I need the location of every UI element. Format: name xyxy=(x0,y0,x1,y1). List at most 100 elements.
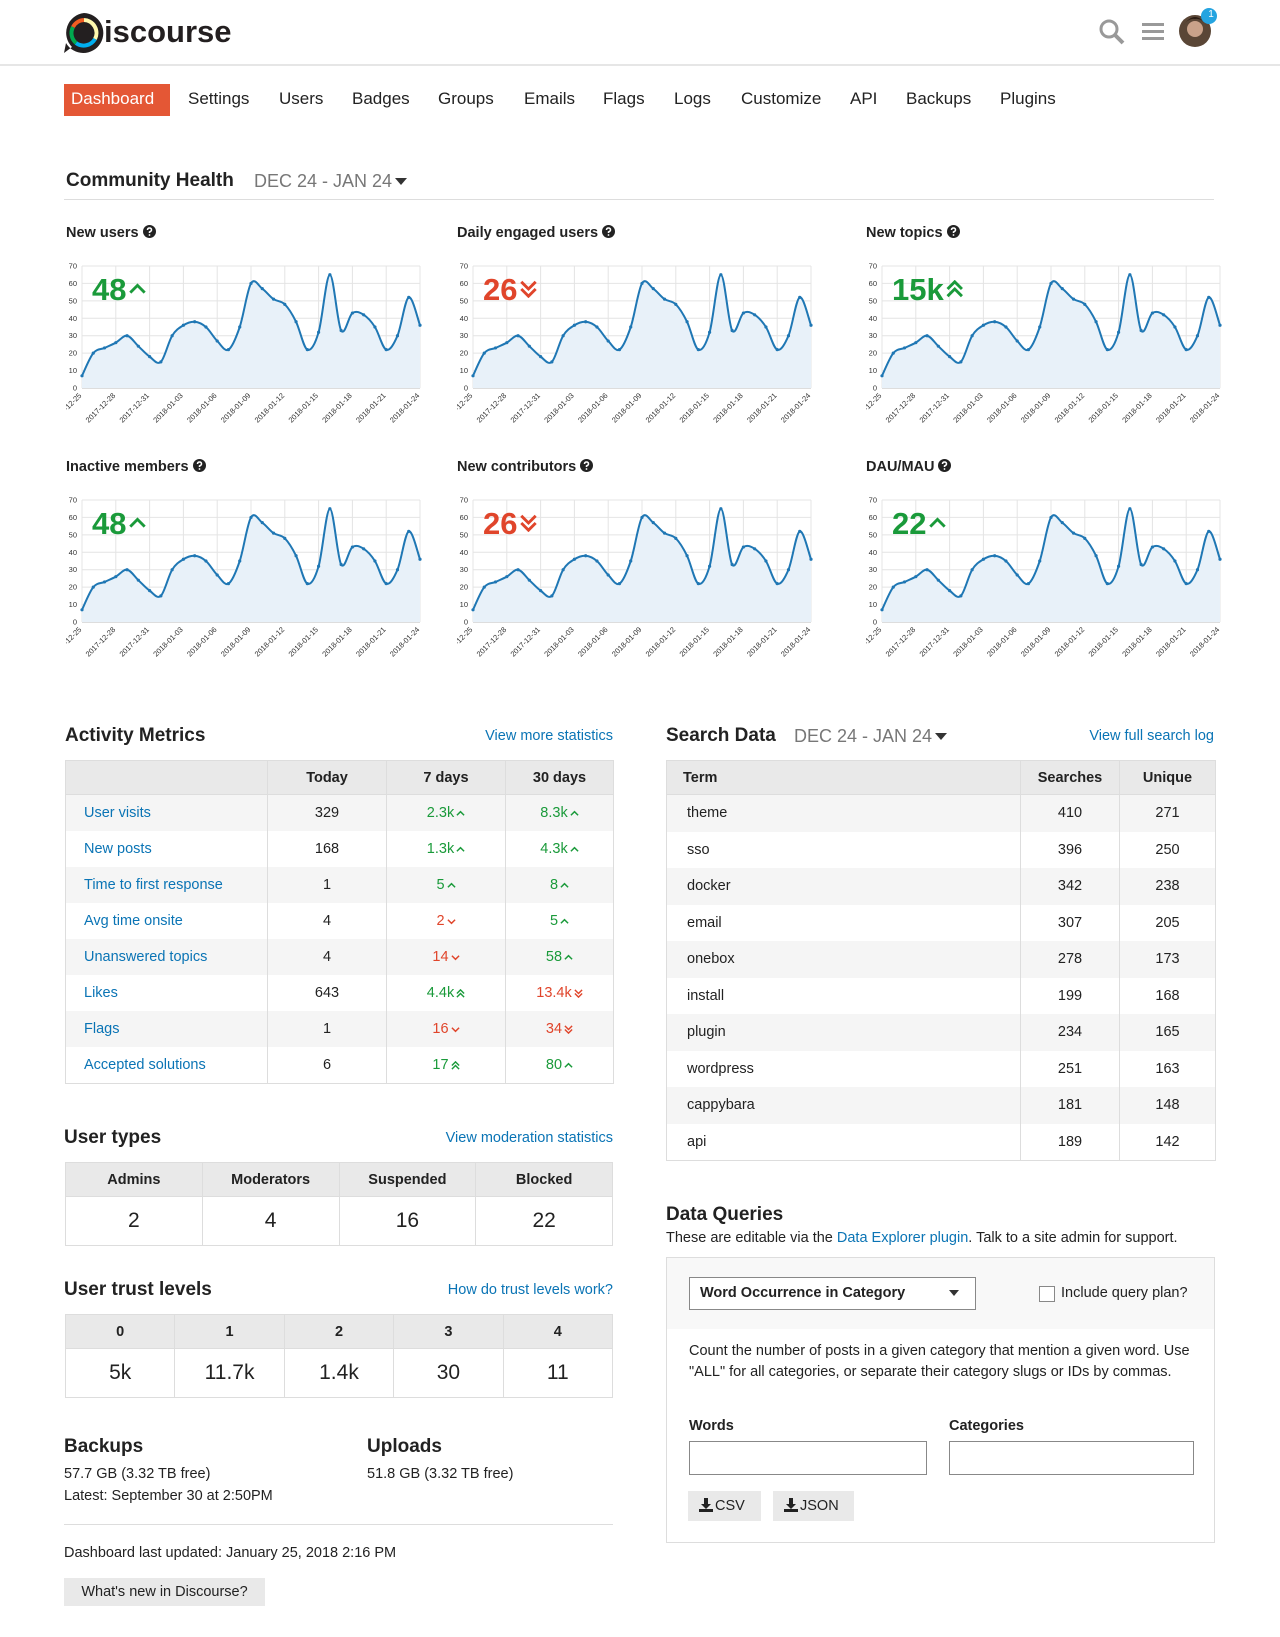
point xyxy=(516,568,520,572)
point xyxy=(786,334,791,338)
button[interactable] xyxy=(773,1491,854,1521)
param-input[interactable] xyxy=(689,1441,927,1475)
nav-item[interactable]: Emails xyxy=(524,89,576,108)
nav-item[interactable]: Backups xyxy=(906,89,972,108)
nav-item[interactable]: API xyxy=(850,89,878,108)
point xyxy=(741,545,745,549)
link[interactable]: View more statistics xyxy=(485,728,613,744)
x-tick-label: 2018-01-24 xyxy=(779,625,812,658)
link[interactable]: View moderation statistics xyxy=(445,1130,613,1146)
metric-label[interactable]: Likes xyxy=(65,975,268,1011)
point xyxy=(136,344,140,348)
point xyxy=(584,320,588,324)
date-range[interactable]: DEC 24 - JAN 24 xyxy=(254,171,393,191)
metric-label[interactable]: Time to first response xyxy=(65,867,268,903)
point xyxy=(993,320,997,324)
point xyxy=(283,302,287,306)
menu-icon[interactable] xyxy=(1141,20,1165,44)
point xyxy=(148,589,152,593)
chevron xyxy=(946,280,963,298)
y-tick-label: 50 xyxy=(869,296,877,305)
nav-item[interactable]: Groups xyxy=(438,89,494,108)
point xyxy=(696,348,700,352)
point xyxy=(260,521,264,525)
date-range[interactable]: DEC 24 - JAN 24 xyxy=(794,726,933,746)
metric-label[interactable]: User visits xyxy=(65,794,268,831)
trend-icon xyxy=(946,280,963,298)
metric-label[interactable]: New posts xyxy=(65,831,268,867)
trend-value: 14 xyxy=(432,949,449,965)
y-tick-label: 60 xyxy=(460,279,468,288)
active-tab-bg xyxy=(64,84,170,116)
cell: 643 xyxy=(267,975,387,1011)
point xyxy=(305,348,309,352)
link[interactable]: Data Explorer plugin xyxy=(836,1230,969,1246)
x-tick-label: 2017-12-31 xyxy=(509,625,542,658)
point xyxy=(1038,325,1042,329)
point xyxy=(640,515,644,520)
cell: 4.3k xyxy=(505,831,614,867)
logo-icon xyxy=(64,13,104,53)
x-tick-label: 2017-12-31 xyxy=(118,391,151,424)
y-tick-label: 70 xyxy=(460,262,468,271)
point xyxy=(981,557,985,561)
trend-icon xyxy=(129,283,146,294)
metric-label[interactable]: Avg time onsite xyxy=(65,903,268,939)
point xyxy=(294,320,298,324)
metric-label[interactable]: Unanswered topics xyxy=(65,939,268,975)
header-cell: 0 xyxy=(64,1314,176,1349)
nav-item[interactable]: Logs xyxy=(674,89,711,108)
point xyxy=(339,562,343,567)
nav-item[interactable]: Badges xyxy=(352,89,410,108)
nav-item[interactable]: Users xyxy=(279,89,324,108)
cell: 8.3k xyxy=(505,794,614,831)
nav-item[interactable]: Plugins xyxy=(1000,89,1056,108)
point xyxy=(1173,559,1177,563)
trend-icon xyxy=(570,846,579,852)
point xyxy=(193,320,197,324)
point xyxy=(136,578,140,582)
avatar[interactable] xyxy=(1178,6,1218,50)
cell: 4.4k xyxy=(386,975,506,1011)
point xyxy=(1150,311,1154,315)
caret xyxy=(395,178,407,185)
link[interactable]: How do trust levels work? xyxy=(447,1282,613,1298)
y-tick-label: 40 xyxy=(460,314,468,323)
checkbox-label: Include query plan? xyxy=(1061,1285,1188,1301)
metric-label[interactable]: Flags xyxy=(65,1011,268,1047)
chevron xyxy=(456,846,465,852)
y-tick-label: 20 xyxy=(869,349,877,358)
caret xyxy=(949,1290,959,1296)
trend-icon xyxy=(446,882,456,888)
chart-title: DAU/MAU xyxy=(866,459,952,475)
point xyxy=(775,582,779,586)
query-select[interactable] xyxy=(689,1277,976,1310)
y-tick-label: 70 xyxy=(460,496,468,505)
trend-value: 4.3k xyxy=(540,841,568,857)
point xyxy=(1083,302,1087,306)
help-mark xyxy=(583,461,590,467)
x-tick-label: 2018-01-06 xyxy=(985,391,1018,424)
point xyxy=(561,568,565,572)
help-mark xyxy=(146,227,152,233)
x-tick-label: 2018-01-21 xyxy=(745,391,778,424)
nav-item[interactable]: Flags xyxy=(603,89,645,108)
link[interactable]: View full search log xyxy=(1089,728,1214,744)
param-input[interactable] xyxy=(949,1441,1194,1475)
nav-item[interactable]: Settings xyxy=(188,89,250,108)
point xyxy=(902,580,907,584)
checkbox[interactable] xyxy=(1039,1286,1055,1302)
trend-icon xyxy=(456,810,465,816)
chart-title: New contributors xyxy=(457,459,594,475)
trend-cell: 4.3k xyxy=(540,841,579,857)
cell: 1 xyxy=(267,867,387,903)
button[interactable] xyxy=(64,1578,265,1606)
nav-item[interactable]: Customize xyxy=(741,89,822,108)
metric-label[interactable]: Accepted solutions xyxy=(65,1047,268,1084)
point xyxy=(993,554,997,558)
nav-item[interactable]: Dashboard xyxy=(71,89,155,108)
y-tick-label: 60 xyxy=(460,513,468,522)
button[interactable] xyxy=(688,1491,761,1521)
point xyxy=(482,351,486,355)
search-icon[interactable] xyxy=(1098,18,1126,46)
